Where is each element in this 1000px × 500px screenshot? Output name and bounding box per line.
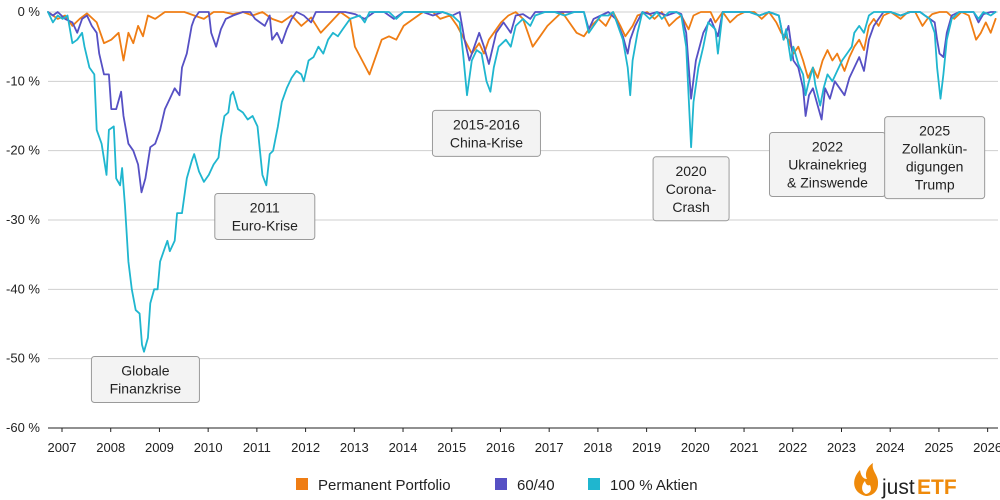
justetf-logo: just ETF — [854, 463, 957, 499]
x-tick-label: 2010 — [194, 440, 223, 455]
x-tick-label: 2018 — [583, 440, 612, 455]
logo-text-etf: ETF — [917, 476, 957, 499]
annotation-text: digungen — [906, 159, 964, 175]
annotation-text: Trump — [915, 177, 955, 193]
y-axis: 0 % -10 % -20 % -30 % -40 % -50 % -60 % — [6, 4, 40, 435]
annotation-box — [214, 193, 316, 241]
annotation-text: 2025 — [919, 123, 950, 139]
x-tick-label: 2024 — [876, 440, 905, 455]
flame-icon — [854, 463, 879, 496]
x-tick-label: 2019 — [632, 440, 661, 455]
x-tick-label: 2008 — [96, 440, 125, 455]
legend-label-100-aktien: 100 % Aktien — [610, 477, 698, 494]
x-tick-label: 2015 — [437, 440, 466, 455]
x-tick-label: 2026 — [973, 440, 1000, 455]
x-tick-label: 2013 — [340, 440, 369, 455]
x-tick-label: 2021 — [730, 440, 759, 455]
legend-label-60-40: 60/40 — [517, 477, 555, 494]
annotations: Globale Finanzkrise 2011 Euro-Krise 2015-201… — [90, 109, 986, 403]
y-tick-label: -20 % — [6, 143, 40, 158]
legend-swatch-60-40 — [495, 478, 507, 490]
x-tick-label: 2016 — [486, 440, 515, 455]
annotation-2025: 2025 Zollankün-digungen Trump — [884, 116, 986, 200]
y-tick-label: -30 % — [6, 212, 40, 227]
x-tick-label: 2009 — [145, 440, 174, 455]
logo-text-just: just — [881, 476, 915, 499]
x-tick-label: 2025 — [924, 440, 953, 455]
x-tick-label: 2022 — [778, 440, 807, 455]
legend-swatch-permanent-portfolio — [296, 478, 308, 490]
annotation-2020: 2020 Corona- Crash — [652, 156, 730, 222]
x-axis: 2007 2008 2009 2010 2011 2012 2013 2014 2015 2016… — [48, 428, 1000, 455]
annotation-text: Finanzkrise — [110, 380, 182, 396]
x-tick-label: 2007 — [48, 440, 77, 455]
annotation-box — [652, 156, 730, 222]
y-tick-label: -50 % — [6, 351, 40, 366]
annotation-text: 2020 — [675, 163, 706, 179]
annotation-box — [431, 109, 541, 157]
annotation-text: Globale — [121, 362, 169, 378]
annotation-text: Crash — [672, 199, 709, 215]
annotation-text: Ukrainekrieg — [788, 157, 867, 173]
annotation-2011: 2011 Euro-Krise — [214, 193, 316, 241]
x-tick-label: 2011 — [243, 440, 271, 455]
x-tick-label: 2017 — [535, 440, 564, 455]
y-tick-label: -10 % — [6, 73, 40, 88]
x-tick-label: 2020 — [681, 440, 710, 455]
x-tick-label: 2023 — [827, 440, 856, 455]
y-tick-label: -60 % — [6, 420, 40, 435]
annotation-text: 2011 — [250, 200, 280, 216]
legend: Permanent Portfolio 60/40 100 % Aktien — [296, 477, 698, 494]
annotation-text: China-Krise — [450, 134, 523, 150]
annotation-text: 2015-2016 — [453, 116, 520, 132]
series-line-100-aktien — [47, 11, 997, 353]
annotation-text: 2022 — [812, 139, 843, 155]
y-tick-label: -40 % — [6, 281, 40, 296]
legend-swatch-100-aktien — [588, 478, 600, 490]
legend-label-permanent-portfolio: Permanent Portfolio — [318, 477, 451, 494]
annotation-2015-2016: 2015-2016 China-Krise — [431, 109, 541, 157]
annotation-box — [90, 355, 200, 403]
annotation-2022: 2022 Ukrainekrieg & Zinswende — [768, 132, 886, 198]
annotation-text: Corona- — [666, 181, 717, 197]
x-tick-label: 2012 — [291, 440, 320, 455]
annotation-text: & Zinswende — [787, 175, 868, 191]
annotation-box — [884, 116, 986, 200]
series-line-60-40 — [47, 11, 997, 194]
y-tick-label: 0 % — [18, 4, 41, 19]
annotation-text: Zollankün- — [902, 141, 968, 157]
annotation-globale: Globale Finanzkrise — [90, 355, 200, 403]
plot-area — [47, 11, 997, 353]
x-tick-label: 2014 — [389, 440, 418, 455]
annotation-text: Euro-Krise — [232, 218, 298, 234]
